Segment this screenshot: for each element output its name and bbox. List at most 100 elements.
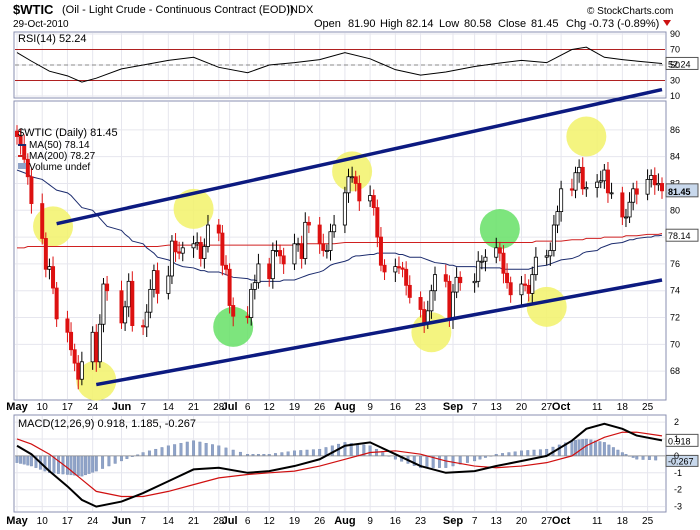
candle-body xyxy=(620,192,625,218)
chart-date: 29-Oct-2010 xyxy=(13,19,69,30)
candle-body xyxy=(569,188,574,191)
candle-body xyxy=(429,290,434,312)
macd-histogram-bar xyxy=(602,442,606,457)
candle-body xyxy=(634,188,639,195)
candle-body xyxy=(274,250,279,252)
macd-histogram-bar xyxy=(166,445,170,457)
macd-histogram-bar xyxy=(305,449,309,457)
x-tick-label: 6 xyxy=(245,516,251,527)
candle-body xyxy=(551,224,556,251)
x-tick-label: 14 xyxy=(163,402,175,413)
macd-histogram-bar xyxy=(141,452,145,457)
macd-histogram-bar xyxy=(160,447,164,457)
price-tick-label: 84 xyxy=(670,152,680,162)
candle-body xyxy=(223,264,228,270)
macd-histogram-bar xyxy=(368,445,372,457)
macd-last-value-box xyxy=(665,433,699,447)
chart-exchange: INDX xyxy=(287,4,314,16)
x-tick-label: 28 xyxy=(213,402,225,413)
candle-body xyxy=(422,309,427,324)
candle-body xyxy=(144,311,149,328)
candle-body xyxy=(166,275,171,294)
macd-tick-label: 0 xyxy=(674,451,679,461)
candle-body xyxy=(227,268,232,306)
candle-body xyxy=(317,224,322,245)
candle-body xyxy=(79,361,84,380)
candle-body xyxy=(22,144,27,160)
highlight-circle xyxy=(173,188,214,229)
x-tick-label: 13 xyxy=(491,516,503,527)
candle-body xyxy=(400,267,405,270)
x-tick-label: 10 xyxy=(37,516,49,527)
watermark: © StockCharts.com xyxy=(587,6,673,17)
highlight-circle xyxy=(479,209,520,250)
candle-body xyxy=(393,266,398,273)
candle-body xyxy=(519,283,524,296)
candle-body xyxy=(97,323,102,363)
ma200-line xyxy=(17,232,663,249)
candle-body xyxy=(324,250,329,252)
candle-body xyxy=(418,297,423,310)
macd-histogram-bar xyxy=(80,455,84,477)
price-tick-label: 86 xyxy=(670,125,680,135)
candle-body xyxy=(627,201,632,218)
candle-body xyxy=(378,236,383,266)
candle-body xyxy=(25,158,30,178)
macd-histogram-bar xyxy=(179,443,183,457)
candle-body xyxy=(130,280,135,326)
candle-body xyxy=(584,187,589,190)
candle-body xyxy=(523,283,528,286)
candle-body xyxy=(332,224,337,233)
candle-body xyxy=(40,203,45,239)
candle-body xyxy=(69,331,74,351)
macd-tick-label: 1 xyxy=(674,434,679,444)
highlight-circle xyxy=(213,306,254,347)
low-label: Low xyxy=(439,18,459,30)
x-tick-label: 7 xyxy=(140,402,146,413)
x-tick-label: Jun xyxy=(112,515,132,527)
candle-body xyxy=(126,280,131,308)
candle-body xyxy=(476,260,481,282)
x-tick-label: 25 xyxy=(642,516,654,527)
candle-body xyxy=(76,362,81,380)
macd-histogram-bar xyxy=(87,455,91,474)
candle-body xyxy=(231,305,236,317)
candle-body xyxy=(544,255,549,258)
high-label: High xyxy=(380,18,403,30)
macd-legend: MACD(12,26,9) 0.918, 1.185, -0.267 xyxy=(18,418,196,430)
candle-body xyxy=(29,176,34,204)
macd-histogram-bar xyxy=(26,455,30,466)
x-tick-label: 28 xyxy=(213,516,225,527)
macd-histogram-bar xyxy=(101,455,105,469)
x-tick-label: Aug xyxy=(334,401,355,413)
macd-tick-label: 2 xyxy=(674,417,679,427)
candle-body xyxy=(328,231,333,251)
rsi-line xyxy=(16,46,663,83)
x-tick-label: Jul xyxy=(222,515,238,527)
candle-body xyxy=(382,264,387,273)
candle-body xyxy=(321,243,326,251)
macd-histogram-bar xyxy=(532,449,536,457)
x-tick-label: 19 xyxy=(289,402,301,413)
close-value: 81.45 xyxy=(531,18,559,30)
candle-body xyxy=(141,325,146,328)
volume-swatch xyxy=(18,163,26,169)
rsi-tick-label: 30 xyxy=(670,76,680,86)
price-candles xyxy=(14,125,665,390)
macd-histogram-bar xyxy=(15,455,19,463)
candle-body xyxy=(123,306,128,324)
x-tick-label: Oct xyxy=(552,515,571,527)
macd-histogram-bar xyxy=(192,440,196,457)
candle-body xyxy=(220,232,225,266)
candle-body xyxy=(472,280,477,284)
candle-body xyxy=(357,183,362,202)
x-tick-label: 25 xyxy=(642,402,654,413)
macd-histogram-bar xyxy=(611,447,615,457)
chart-description: (Oil - Light Crude - Continuous Contract… xyxy=(62,4,294,16)
candle-body xyxy=(505,272,510,284)
ma50-last-value: 78.14 xyxy=(668,231,691,241)
x-tick-label: 23 xyxy=(415,402,427,413)
macd-histogram-bar xyxy=(125,455,129,459)
macd-last-value: 0.918 xyxy=(668,436,691,446)
highlight-circle xyxy=(566,116,607,157)
